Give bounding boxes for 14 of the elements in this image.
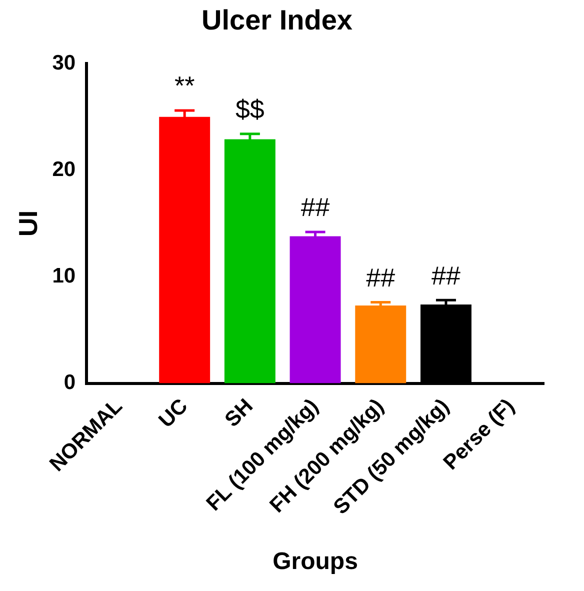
- y-tick-label: 30: [52, 51, 76, 74]
- x-tick-label: SH: [220, 394, 258, 432]
- y-tick-label: 20: [52, 158, 76, 181]
- x-tick-label: UC: [154, 394, 192, 432]
- y-axis-title: UI: [12, 210, 43, 236]
- y-tick-label: 10: [52, 264, 76, 288]
- annotation: $$: [235, 94, 265, 124]
- y-tick-label: 0: [64, 371, 76, 394]
- annotation: ##: [366, 262, 396, 292]
- chart-title: Ulcer Index: [202, 4, 353, 36]
- annotation: ##: [300, 192, 330, 222]
- x-axis-title: Groups: [272, 548, 358, 576]
- annotation: **: [174, 70, 195, 101]
- annotation: ##: [432, 260, 461, 290]
